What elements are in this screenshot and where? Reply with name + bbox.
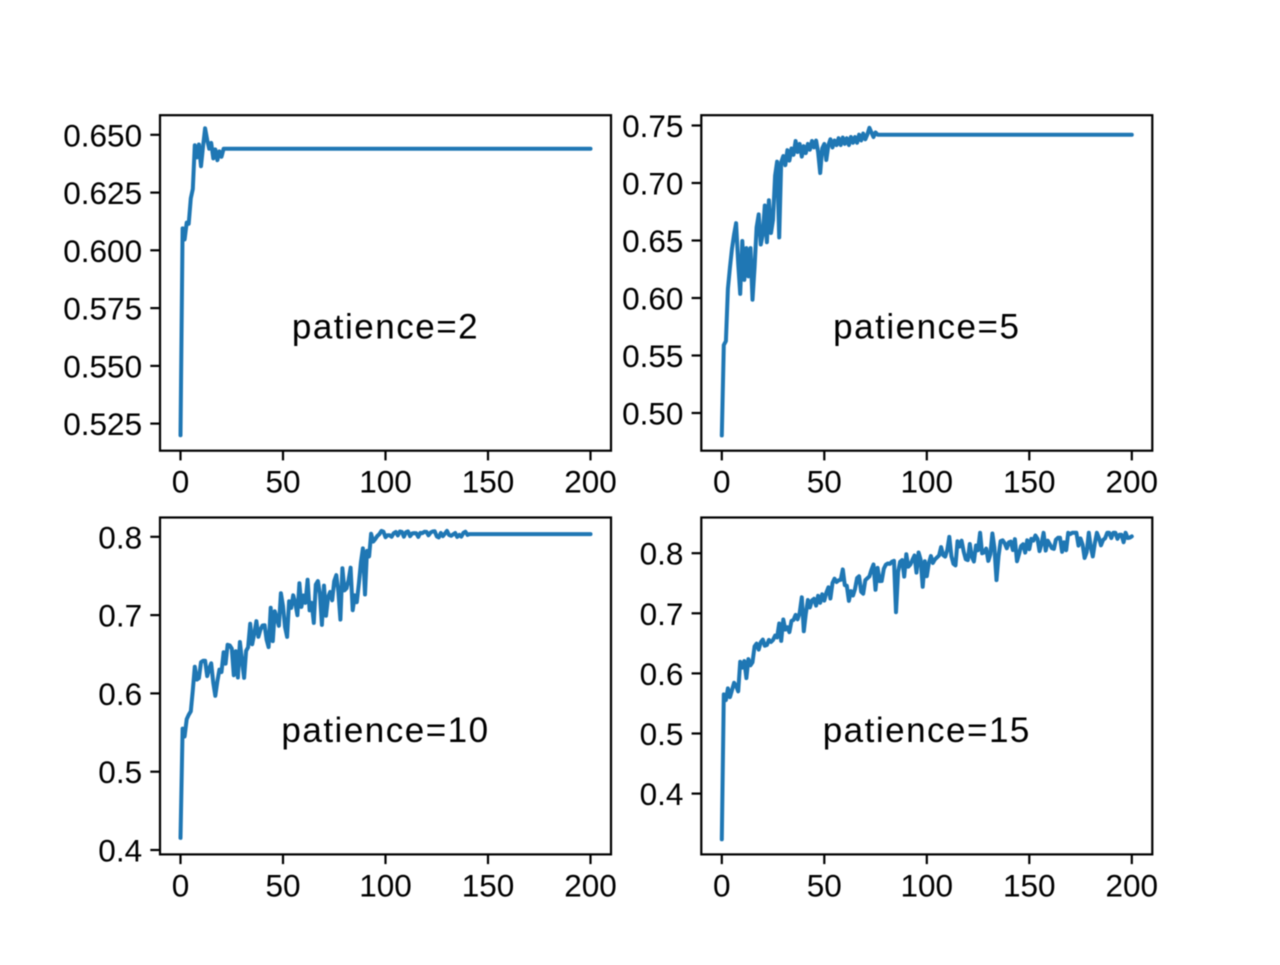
svg-text:0: 0 bbox=[172, 867, 190, 903]
svg-text:0.525: 0.525 bbox=[63, 406, 142, 442]
svg-text:200: 200 bbox=[1106, 464, 1159, 500]
svg-text:0.55: 0.55 bbox=[622, 338, 683, 374]
svg-text:200: 200 bbox=[1106, 867, 1159, 903]
svg-text:0.600: 0.600 bbox=[63, 233, 142, 269]
svg-text:50: 50 bbox=[807, 867, 842, 903]
svg-text:0.5: 0.5 bbox=[640, 716, 684, 752]
svg-text:0.70: 0.70 bbox=[622, 166, 683, 202]
svg-text:0: 0 bbox=[713, 867, 731, 903]
svg-text:0.650: 0.650 bbox=[63, 117, 142, 153]
svg-text:patience=5: patience=5 bbox=[833, 308, 1020, 347]
svg-text:0.50: 0.50 bbox=[622, 396, 683, 432]
svg-text:50: 50 bbox=[265, 867, 300, 903]
svg-text:150: 150 bbox=[462, 867, 515, 903]
svg-text:0.7: 0.7 bbox=[640, 596, 684, 632]
svg-text:200: 200 bbox=[564, 464, 617, 500]
svg-text:200: 200 bbox=[564, 867, 617, 903]
svg-text:150: 150 bbox=[1003, 867, 1056, 903]
svg-text:patience=15: patience=15 bbox=[823, 711, 1031, 750]
svg-text:0.550: 0.550 bbox=[63, 348, 142, 384]
svg-text:0.4: 0.4 bbox=[640, 776, 684, 812]
svg-text:0: 0 bbox=[172, 464, 190, 500]
svg-text:0.6: 0.6 bbox=[98, 676, 142, 712]
svg-text:0: 0 bbox=[713, 464, 731, 500]
svg-text:0.4: 0.4 bbox=[98, 833, 142, 869]
svg-text:100: 100 bbox=[359, 867, 412, 903]
svg-text:0.625: 0.625 bbox=[63, 175, 142, 211]
svg-text:150: 150 bbox=[1003, 464, 1056, 500]
svg-text:patience=2: patience=2 bbox=[292, 308, 479, 347]
svg-text:0.8: 0.8 bbox=[98, 519, 142, 555]
svg-text:50: 50 bbox=[265, 464, 300, 500]
svg-text:150: 150 bbox=[462, 464, 515, 500]
svg-text:0.60: 0.60 bbox=[622, 281, 683, 317]
svg-text:100: 100 bbox=[901, 867, 954, 903]
svg-text:0.65: 0.65 bbox=[622, 223, 683, 259]
svg-text:100: 100 bbox=[359, 464, 412, 500]
svg-text:patience=10: patience=10 bbox=[281, 711, 489, 750]
svg-text:0.6: 0.6 bbox=[640, 656, 684, 692]
svg-text:0.7: 0.7 bbox=[98, 598, 142, 634]
svg-text:0.575: 0.575 bbox=[63, 291, 142, 327]
svg-text:50: 50 bbox=[807, 464, 842, 500]
svg-text:0.5: 0.5 bbox=[98, 754, 142, 790]
svg-text:0.8: 0.8 bbox=[640, 536, 684, 572]
svg-text:0.75: 0.75 bbox=[622, 108, 683, 144]
svg-text:100: 100 bbox=[901, 464, 954, 500]
